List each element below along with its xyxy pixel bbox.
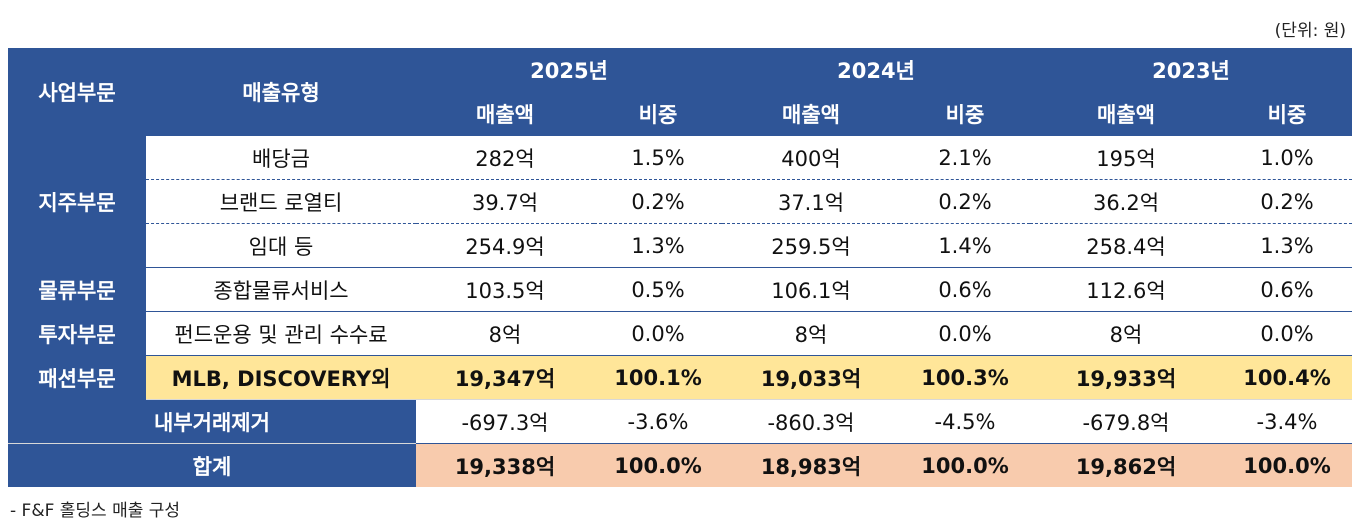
header-row-sub: 매출액 비중 매출액 비중 매출액 비중 [8, 92, 1352, 136]
cell-value: 0.0% [594, 311, 722, 356]
cell-value: 1.4% [900, 223, 1030, 268]
cell-value: 259.5억 [722, 223, 900, 268]
cell-value: 19,347억 [416, 355, 594, 400]
header-sales: 매출액 [722, 92, 900, 136]
cell-value: 8억 [416, 311, 594, 356]
header-type: 매출유형 [146, 48, 416, 136]
cell-value: 100.3% [900, 355, 1030, 400]
cell-value: 282억 [416, 136, 594, 180]
table-row-total: 합계 19,338억 100.0% 18,983억 100.0% 19,862억… [8, 443, 1352, 487]
cell-value: 100.1% [594, 355, 722, 400]
cell-value: 254.9억 [416, 223, 594, 268]
table-row: 지주부문 배당금 282억 1.5% 400억 2.1% 195억 1.0% [8, 136, 1352, 268]
cell-value: 106.1억 [722, 267, 900, 312]
cell-value: 100.0% [594, 443, 722, 487]
row-type: MLB, DISCOVERY외 [146, 355, 416, 400]
cell-value: 0.2% [1222, 179, 1352, 224]
revenue-table: 사업부문 매출유형 2025년 2024년 2023년 매출액 비중 매출액 비… [8, 48, 1352, 487]
cell-value: 8억 [722, 311, 900, 356]
cell-value: 0.6% [1222, 267, 1352, 312]
table-row: 임대 등 254.9억 1.3% 259.5억 1.4% 258.4억 1.3% [8, 223, 1352, 268]
header-share: 비중 [594, 92, 722, 136]
total-label: 합계 [8, 443, 416, 487]
cell-value: 100.0% [900, 443, 1030, 487]
header-share: 비중 [1222, 92, 1352, 136]
header-year-2025: 2025년 [416, 48, 722, 92]
cell-value: 0.0% [900, 311, 1030, 356]
cell-value: 0.2% [594, 179, 722, 224]
cell-value: 0.6% [900, 267, 1030, 312]
row-type: 펀드운용 및 관리 수수료 [146, 311, 416, 356]
row-type: 임대 등 [146, 223, 416, 268]
table-row: 물류부문 종합물류서비스 103.5억 0.5% 106.1억 0.6% 112… [8, 267, 1352, 312]
cell-value: -3.4% [1222, 399, 1352, 444]
segment-holding: 지주부문 [8, 136, 146, 268]
cell-value: 112.6억 [1030, 267, 1222, 312]
cell-value: -679.8억 [1030, 399, 1222, 444]
row-type: 배당금 [146, 136, 416, 180]
cell-value: 19,862억 [1030, 443, 1222, 487]
header-year-2024: 2024년 [722, 48, 1030, 92]
segment-logistics: 물류부문 [8, 267, 146, 312]
cell-value: 1.3% [1222, 223, 1352, 268]
row-type: 종합물류서비스 [146, 267, 416, 312]
cell-value: 195억 [1030, 136, 1222, 180]
cell-value: 36.2억 [1030, 179, 1222, 224]
cell-value: 2.1% [900, 136, 1030, 180]
header-share: 비중 [900, 92, 1030, 136]
cell-value: 37.1억 [722, 179, 900, 224]
cell-value: 0.0% [1222, 311, 1352, 356]
cell-value: 100.4% [1222, 355, 1352, 400]
table-row: 투자부문 펀드운용 및 관리 수수료 8억 0.0% 8억 0.0% 8억 0.… [8, 311, 1352, 356]
unit-note: (단위: 원) [1274, 21, 1346, 41]
cell-value: -4.5% [900, 399, 1030, 444]
segment-fashion: 패션부문 [8, 355, 146, 400]
header-segment: 사업부문 [8, 48, 146, 136]
cell-value: 100.0% [1222, 443, 1352, 487]
table-row-elimination: 내부거래제거 -697.3억 -3.6% -860.3억 -4.5% -679.… [8, 399, 1352, 444]
cell-value: -697.3억 [416, 399, 594, 444]
elimination-label: 내부거래제거 [8, 399, 416, 444]
header-sales: 매출액 [1030, 92, 1222, 136]
cell-value: 0.5% [594, 267, 722, 312]
table-row-highlight: 패션부문 MLB, DISCOVERY외 19,347억 100.1% 19,0… [8, 355, 1352, 400]
table-caption: - F&F 홀딩스 매출 구성 [10, 501, 181, 521]
cell-value: 1.3% [594, 223, 722, 268]
header-row-years: 사업부문 매출유형 2025년 2024년 2023년 [8, 48, 1352, 136]
table-row: 브랜드 로열티 39.7억 0.2% 37.1억 0.2% 36.2억 0.2% [8, 179, 1352, 224]
segment-investment: 투자부문 [8, 311, 146, 356]
cell-value: 19,033억 [722, 355, 900, 400]
cell-value: 19,933억 [1030, 355, 1222, 400]
cell-value: 103.5억 [416, 267, 594, 312]
cell-value: 0.2% [900, 179, 1030, 224]
cell-value: -3.6% [594, 399, 722, 444]
cell-value: 8억 [1030, 311, 1222, 356]
cell-value: 19,338억 [416, 443, 594, 487]
header-year-2023: 2023년 [1030, 48, 1352, 92]
cell-value: 1.0% [1222, 136, 1352, 180]
cell-value: 1.5% [594, 136, 722, 180]
cell-value: -860.3억 [722, 399, 900, 444]
cell-value: 39.7억 [416, 179, 594, 224]
row-type: 브랜드 로열티 [146, 179, 416, 224]
header-sales: 매출액 [416, 92, 594, 136]
cell-value: 18,983억 [722, 443, 900, 487]
cell-value: 400억 [722, 136, 900, 180]
cell-value: 258.4억 [1030, 223, 1222, 268]
